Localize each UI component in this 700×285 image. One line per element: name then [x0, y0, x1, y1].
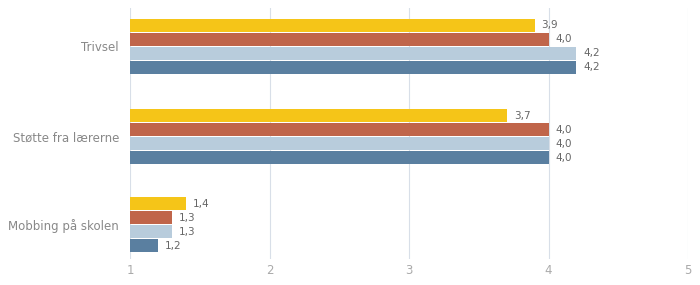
- Text: 4,0: 4,0: [556, 125, 572, 135]
- Bar: [130, 123, 549, 136]
- Bar: [130, 137, 549, 150]
- Text: 3,7: 3,7: [514, 111, 531, 121]
- Bar: [130, 225, 172, 238]
- Text: 4,2: 4,2: [583, 48, 600, 58]
- Bar: [130, 33, 549, 46]
- Text: 1,3: 1,3: [179, 227, 195, 237]
- Text: 4,0: 4,0: [556, 34, 572, 44]
- Text: 1,4: 1,4: [193, 199, 209, 209]
- Bar: [130, 239, 158, 252]
- Bar: [130, 61, 576, 74]
- Text: 4,0: 4,0: [556, 152, 572, 163]
- Bar: [130, 109, 507, 122]
- Text: 1,3: 1,3: [179, 213, 195, 223]
- Bar: [130, 197, 186, 210]
- Bar: [130, 19, 535, 32]
- Bar: [130, 211, 172, 224]
- Text: 3,9: 3,9: [542, 20, 558, 30]
- Bar: [130, 151, 549, 164]
- Bar: [130, 47, 576, 60]
- Text: 4,0: 4,0: [556, 139, 572, 148]
- Text: 4,2: 4,2: [583, 62, 600, 72]
- Text: 1,2: 1,2: [165, 241, 182, 251]
